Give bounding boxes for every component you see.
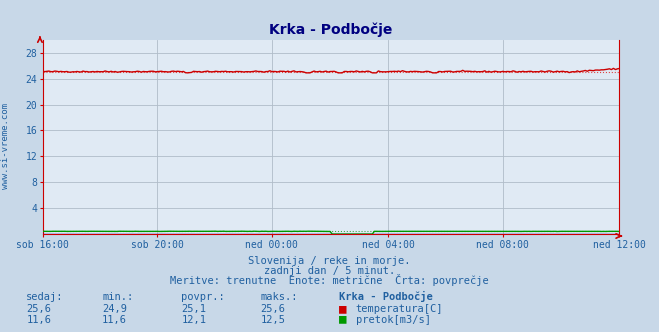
Text: ■: ■: [339, 313, 347, 326]
Text: 25,6: 25,6: [260, 304, 285, 314]
Text: pretok[m3/s]: pretok[m3/s]: [356, 315, 431, 325]
Title: Krka - Podbočje: Krka - Podbočje: [270, 23, 393, 37]
Text: ■: ■: [339, 302, 347, 315]
Text: 11,6: 11,6: [26, 315, 51, 325]
Text: min.:: min.:: [102, 292, 133, 302]
Text: 25,1: 25,1: [181, 304, 206, 314]
Text: Meritve: trenutne  Enote: metrične  Črta: povprečje: Meritve: trenutne Enote: metrične Črta: …: [170, 274, 489, 286]
Text: 12,5: 12,5: [260, 315, 285, 325]
Text: zadnji dan / 5 minut.: zadnji dan / 5 minut.: [264, 266, 395, 276]
Text: sedaj:: sedaj:: [26, 292, 64, 302]
Text: Slovenija / reke in morje.: Slovenija / reke in morje.: [248, 256, 411, 266]
Text: 11,6: 11,6: [102, 315, 127, 325]
Text: 25,6: 25,6: [26, 304, 51, 314]
Text: www.si-vreme.com: www.si-vreme.com: [1, 103, 10, 189]
Text: Krka - Podbočje: Krka - Podbočje: [339, 291, 433, 302]
Text: 12,1: 12,1: [181, 315, 206, 325]
Text: 24,9: 24,9: [102, 304, 127, 314]
Text: temperatura[C]: temperatura[C]: [356, 304, 444, 314]
Text: maks.:: maks.:: [260, 292, 298, 302]
Text: povpr.:: povpr.:: [181, 292, 225, 302]
